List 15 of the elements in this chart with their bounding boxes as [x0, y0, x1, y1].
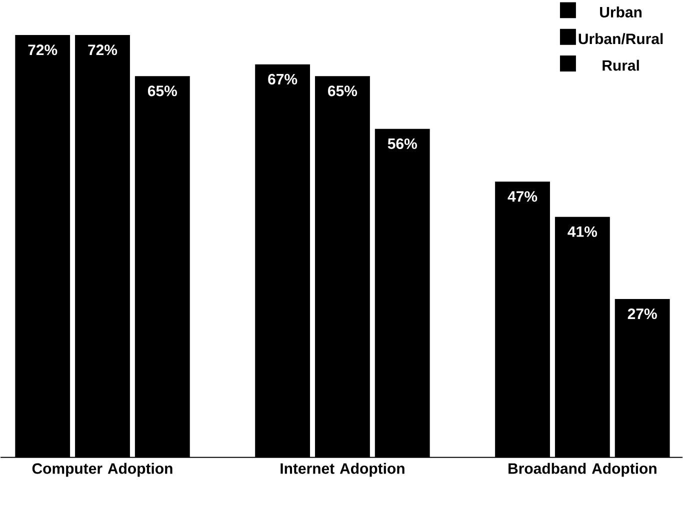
data-label: 27% — [628, 308, 657, 319]
x-tick-label: Internet Adoption — [280, 462, 404, 477]
data-label: 47% — [508, 191, 538, 202]
data-label: 72% — [28, 44, 58, 56]
data-label: 72% — [88, 44, 118, 56]
data-label: 65% — [148, 86, 177, 96]
x-tick-label: Broadband Adoption — [508, 462, 656, 477]
legend-label: Rural — [602, 60, 639, 71]
legend-label: Urban — [600, 6, 642, 18]
legend-label: Urban/Rural — [578, 33, 663, 44]
data-label: 56% — [388, 138, 417, 149]
data-label: 65% — [328, 86, 358, 96]
data-label: 67% — [268, 74, 298, 84]
x-tick-label: Computer Adoption — [32, 462, 172, 477]
data-label: 41% — [568, 226, 598, 237]
